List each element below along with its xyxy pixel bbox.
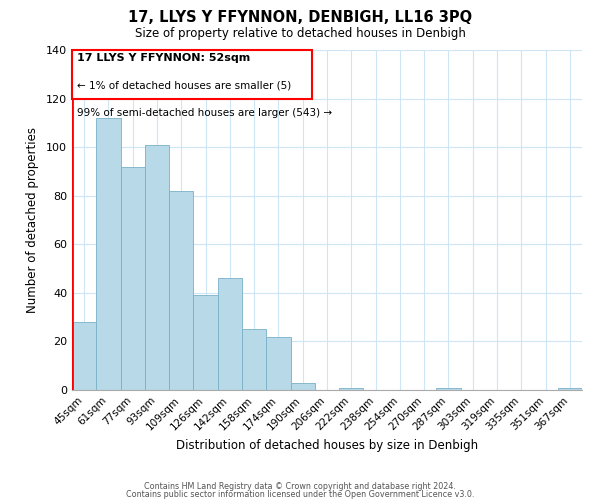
Bar [169,191,193,390]
Text: 17, LLYS Y FFYNNON, DENBIGH, LL16 3PQ: 17, LLYS Y FFYNNON, DENBIGH, LL16 3PQ [128,10,472,25]
Text: ← 1% of detached houses are smaller (5): ← 1% of detached houses are smaller (5) [77,80,292,90]
Bar [145,144,169,390]
Text: 99% of semi-detached houses are larger (543) →: 99% of semi-detached houses are larger (… [77,108,332,118]
Bar [242,330,266,390]
Text: Contains public sector information licensed under the Open Government Licence v3: Contains public sector information licen… [126,490,474,499]
Text: Contains HM Land Registry data © Crown copyright and database right 2024.: Contains HM Land Registry data © Crown c… [144,482,456,491]
Text: 17 LLYS Y FFYNNON: 52sqm: 17 LLYS Y FFYNNON: 52sqm [77,54,250,64]
Bar [290,382,315,390]
Bar [558,388,582,390]
Bar [96,118,121,390]
Bar [436,388,461,390]
Bar [266,336,290,390]
Y-axis label: Number of detached properties: Number of detached properties [26,127,39,313]
Bar [339,388,364,390]
Text: Size of property relative to detached houses in Denbigh: Size of property relative to detached ho… [134,28,466,40]
Bar [121,166,145,390]
Bar [218,278,242,390]
X-axis label: Distribution of detached houses by size in Denbigh: Distribution of detached houses by size … [176,438,478,452]
Bar [72,322,96,390]
FancyBboxPatch shape [72,50,312,98]
Bar [193,296,218,390]
